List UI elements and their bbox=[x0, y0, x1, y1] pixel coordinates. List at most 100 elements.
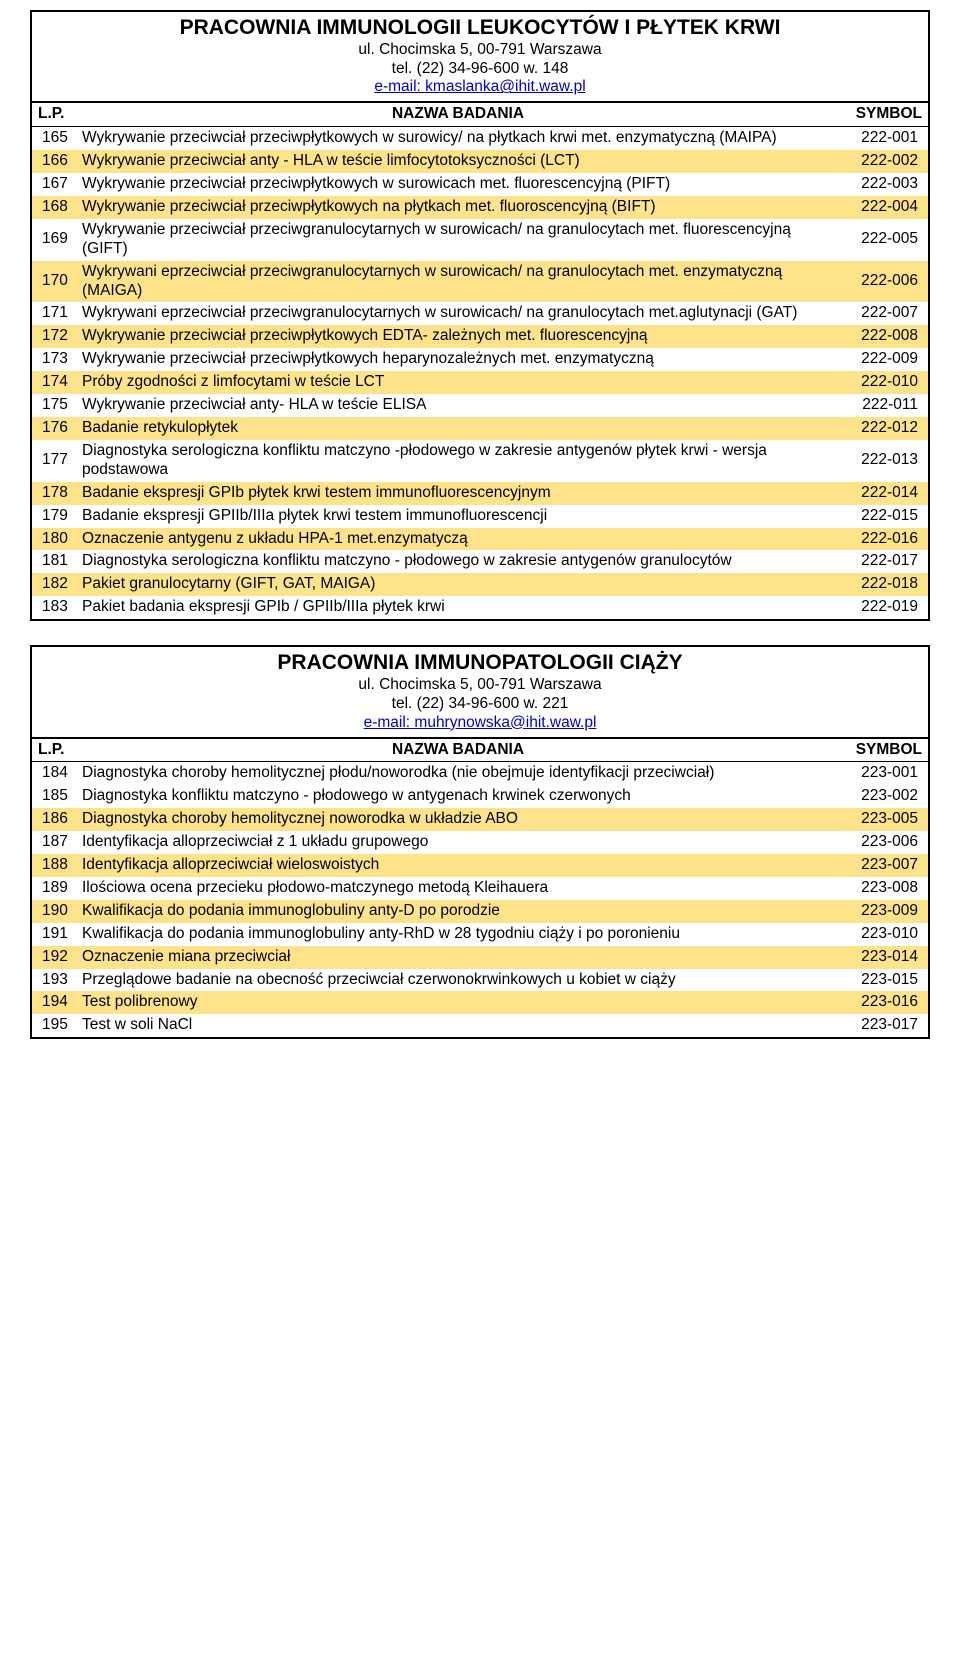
cell-name: Próby zgodności z limfocytami w teście L… bbox=[78, 371, 838, 394]
section-title: PRACOWNIA IMMUNOPATOLOGII CIĄŻY bbox=[38, 650, 922, 676]
section-address: ul. Chocimska 5, 00-791 Warszawa bbox=[38, 41, 922, 60]
cell-symbol: 223-006 bbox=[838, 831, 928, 854]
col-header-name: NAZWA BADANIA bbox=[78, 739, 838, 762]
cell-name: Diagnostyka serologiczna konfliktu matcz… bbox=[78, 440, 838, 482]
section-address: ul. Chocimska 5, 00-791 Warszawa bbox=[38, 676, 922, 695]
cell-name: Identyfikacja alloprzeciwciał wieloswois… bbox=[78, 854, 838, 877]
table-row: 194Test polibrenowy223-016 bbox=[32, 991, 928, 1014]
cell-name: Identyfikacja alloprzeciwciał z 1 układu… bbox=[78, 831, 838, 854]
cell-symbol: 222-012 bbox=[838, 417, 928, 440]
cell-symbol: 223-002 bbox=[838, 785, 928, 808]
table-row: 172Wykrywanie przeciwciał przeciwpłytkow… bbox=[32, 325, 928, 348]
cell-name: Wykrywani eprzeciwciał przeciwgranulocyt… bbox=[78, 261, 838, 303]
cell-symbol: 222-002 bbox=[838, 150, 928, 173]
cell-symbol: 222-006 bbox=[838, 270, 928, 293]
cell-name: Badanie ekspresji GPIIb/IIIa płytek krwi… bbox=[78, 505, 838, 528]
cell-lp: 168 bbox=[32, 196, 78, 219]
cell-lp: 185 bbox=[32, 785, 78, 808]
cell-name: Wykrywanie przeciwciał przeciwgranulocyt… bbox=[78, 219, 838, 261]
cell-symbol: 222-015 bbox=[838, 505, 928, 528]
cell-lp: 193 bbox=[32, 969, 78, 992]
cell-lp: 171 bbox=[32, 302, 78, 325]
cell-lp: 180 bbox=[32, 528, 78, 551]
table-row: 184Diagnostyka choroby hemolitycznej pło… bbox=[32, 762, 928, 785]
table-row: 190Kwalifikacja do podania immunoglobuli… bbox=[32, 900, 928, 923]
table-row: 167Wykrywanie przeciwciał przeciwpłytkow… bbox=[32, 173, 928, 196]
cell-name: Diagnostyka konfliktu matczyno - płodowe… bbox=[78, 785, 838, 808]
table-row: 177Diagnostyka serologiczna konfliktu ma… bbox=[32, 440, 928, 482]
table-row: 182Pakiet granulocytarny (GIFT, GAT, MAI… bbox=[32, 573, 928, 596]
cell-lp: 189 bbox=[32, 877, 78, 900]
table-row: 174Próby zgodności z limfocytami w teści… bbox=[32, 371, 928, 394]
cell-symbol: 222-013 bbox=[838, 449, 928, 472]
section-email-link[interactable]: e-mail: muhrynowska@ihit.waw.pl bbox=[364, 714, 597, 731]
cell-lp: 176 bbox=[32, 417, 78, 440]
cell-name: Test polibrenowy bbox=[78, 991, 838, 1014]
cell-symbol: 223-017 bbox=[838, 1014, 928, 1037]
cell-name: Kwalifikacja do podania immunoglobuliny … bbox=[78, 923, 838, 946]
table-row: 166Wykrywanie przeciwciał anty - HLA w t… bbox=[32, 150, 928, 173]
cell-lp: 179 bbox=[32, 505, 78, 528]
section-0: PRACOWNIA IMMUNOLOGII LEUKOCYTÓW I PŁYTE… bbox=[30, 10, 930, 621]
cell-name: Wykrywanie przeciwciał przeciwpłytkowych… bbox=[78, 348, 838, 371]
cell-lp: 167 bbox=[32, 173, 78, 196]
table-row: 179Badanie ekspresji GPIIb/IIIa płytek k… bbox=[32, 505, 928, 528]
cell-name: Diagnostyka choroby hemolitycznej noworo… bbox=[78, 808, 838, 831]
cell-symbol: 222-003 bbox=[838, 173, 928, 196]
cell-name: Wykrywanie przeciwciał przeciwpłytkowych… bbox=[78, 325, 838, 348]
col-header-lp: L.P. bbox=[32, 103, 78, 126]
cell-lp: 186 bbox=[32, 808, 78, 831]
cell-name: Wykrywani eprzeciwciał przeciwgranulocyt… bbox=[78, 302, 838, 325]
section-header: PRACOWNIA IMMUNOPATOLOGII CIĄŻYul. Choci… bbox=[32, 647, 928, 738]
table-row: 192Oznaczenie miana przeciwciał223-014 bbox=[32, 946, 928, 969]
table-row: 193Przeglądowe badanie na obecność przec… bbox=[32, 969, 928, 992]
cell-symbol: 223-010 bbox=[838, 923, 928, 946]
cell-name: Przeglądowe badanie na obecność przeciwc… bbox=[78, 969, 838, 992]
cell-lp: 175 bbox=[32, 394, 78, 417]
cell-lp: 181 bbox=[32, 550, 78, 573]
cell-symbol: 222-018 bbox=[838, 573, 928, 596]
cell-lp: 177 bbox=[32, 449, 78, 472]
table-row: 187Identyfikacja alloprzeciwciał z 1 ukł… bbox=[32, 831, 928, 854]
cell-name: Wykrywanie przeciwciał przeciwpłytkowych… bbox=[78, 196, 838, 219]
document-root: PRACOWNIA IMMUNOLOGII LEUKOCYTÓW I PŁYTE… bbox=[30, 10, 930, 1039]
table-row: 188Identyfikacja alloprzeciwciał wielosw… bbox=[32, 854, 928, 877]
cell-name: Ilościowa ocena przecieku płodowo-matczy… bbox=[78, 877, 838, 900]
table-row: 183Pakiet badania ekspresji GPIb / GPIIb… bbox=[32, 596, 928, 619]
cell-name: Pakiet badania ekspresji GPIb / GPIIb/II… bbox=[78, 596, 838, 619]
cell-name: Wykrywanie przeciwciał anty - HLA w teśc… bbox=[78, 150, 838, 173]
cell-symbol: 222-019 bbox=[838, 596, 928, 619]
table-row: 173Wykrywanie przeciwciał przeciwpłytkow… bbox=[32, 348, 928, 371]
section-email-line: e-mail: muhrynowska@ihit.waw.pl bbox=[38, 714, 922, 733]
cell-symbol: 222-001 bbox=[838, 127, 928, 150]
table-row: 189Ilościowa ocena przecieku płodowo-mat… bbox=[32, 877, 928, 900]
table-row: 191Kwalifikacja do podania immunoglobuli… bbox=[32, 923, 928, 946]
section-title: PRACOWNIA IMMUNOLOGII LEUKOCYTÓW I PŁYTE… bbox=[38, 15, 922, 41]
table-row: 171Wykrywani eprzeciwciał przeciwgranulo… bbox=[32, 302, 928, 325]
cell-lp: 166 bbox=[32, 150, 78, 173]
cell-lp: 187 bbox=[32, 831, 78, 854]
cell-symbol: 223-016 bbox=[838, 991, 928, 1014]
col-header-symbol: SYMBOL bbox=[838, 739, 928, 762]
table-row: 176Badanie retykulopłytek222-012 bbox=[32, 417, 928, 440]
section-header: PRACOWNIA IMMUNOLOGII LEUKOCYTÓW I PŁYTE… bbox=[32, 12, 928, 103]
table-rows: 165Wykrywanie przeciwciał przeciwpłytkow… bbox=[32, 127, 928, 619]
table-row: 178Badanie ekspresji GPIb płytek krwi te… bbox=[32, 482, 928, 505]
table-row: 185Diagnostyka konfliktu matczyno - płod… bbox=[32, 785, 928, 808]
cell-symbol: 222-009 bbox=[838, 348, 928, 371]
cell-name: Wykrywanie przeciwciał przeciwpłytkowych… bbox=[78, 173, 838, 196]
cell-symbol: 223-015 bbox=[838, 969, 928, 992]
cell-name: Oznaczenie miana przeciwciał bbox=[78, 946, 838, 969]
cell-name: Badanie retykulopłytek bbox=[78, 417, 838, 440]
cell-name: Kwalifikacja do podania immunoglobuliny … bbox=[78, 900, 838, 923]
cell-lp: 183 bbox=[32, 596, 78, 619]
cell-symbol: 223-001 bbox=[838, 762, 928, 785]
column-headers: L.P.NAZWA BADANIASYMBOL bbox=[32, 739, 928, 763]
cell-lp: 172 bbox=[32, 325, 78, 348]
cell-symbol: 223-008 bbox=[838, 877, 928, 900]
table-row: 186Diagnostyka choroby hemolitycznej now… bbox=[32, 808, 928, 831]
section-email-link[interactable]: e-mail: kmaslanka@ihit.waw.pl bbox=[374, 78, 585, 95]
section-email-line: e-mail: kmaslanka@ihit.waw.pl bbox=[38, 78, 922, 97]
table-row: 175Wykrywanie przeciwciał anty- HLA w te… bbox=[32, 394, 928, 417]
section-phone: tel. (22) 34-96-600 w. 148 bbox=[38, 60, 922, 79]
